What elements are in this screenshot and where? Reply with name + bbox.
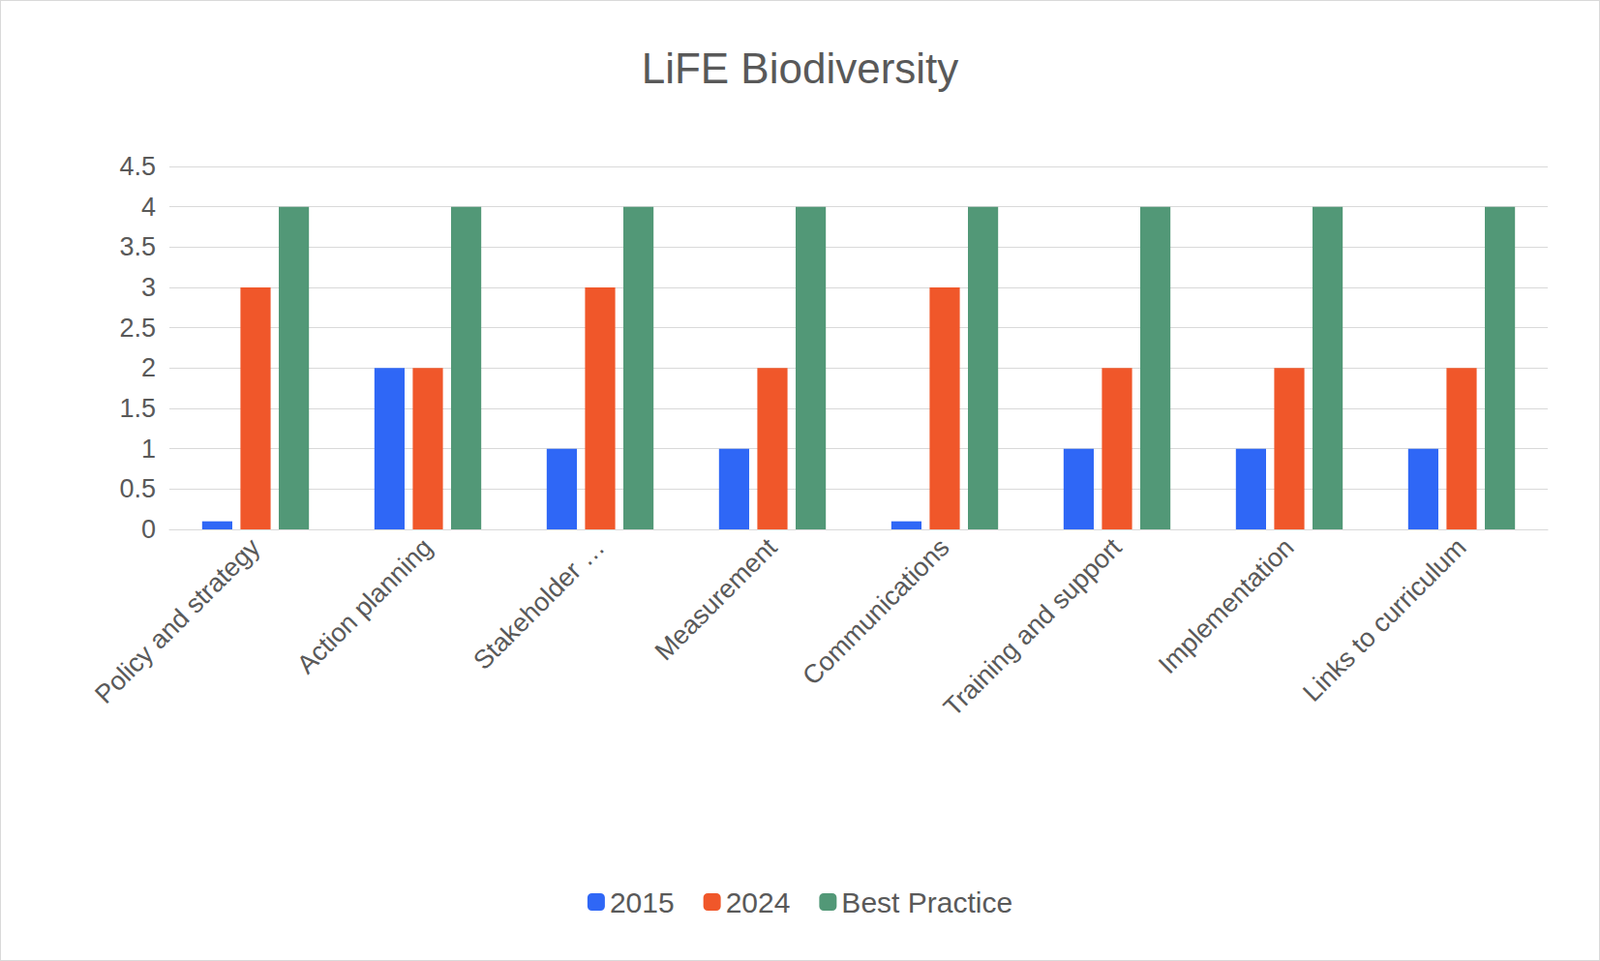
svg-text:0.5: 0.5 (119, 474, 156, 504)
svg-text:2024: 2024 (725, 886, 791, 919)
svg-text:1.5: 1.5 (119, 393, 156, 423)
svg-text:Policy and strategy: Policy and strategy (89, 532, 267, 710)
svg-text:Measurement: Measurement (649, 532, 784, 666)
svg-text:Training and support: Training and support (937, 532, 1128, 723)
svg-text:LiFE Biodiversity: LiFE Biodiversity (641, 44, 960, 92)
svg-text:1: 1 (141, 434, 156, 464)
svg-text:Stakeholder …: Stakeholder … (467, 532, 610, 675)
svg-text:4.5: 4.5 (119, 151, 156, 182)
svg-text:2015: 2015 (609, 886, 675, 919)
svg-text:2: 2 (141, 353, 156, 383)
svg-text:Action planning: Action planning (291, 532, 439, 680)
svg-text:2.5: 2.5 (119, 313, 156, 343)
svg-text:Best Practice: Best Practice (841, 886, 1013, 919)
svg-text:3: 3 (141, 272, 156, 302)
svg-text:Communications: Communications (796, 532, 955, 691)
svg-text:3.5: 3.5 (119, 232, 156, 262)
svg-text:Implementation: Implementation (1152, 532, 1300, 680)
svg-text:0: 0 (141, 514, 156, 544)
svg-text:Links to curriculum: Links to curriculum (1297, 532, 1472, 707)
svg-text:4: 4 (141, 192, 156, 222)
